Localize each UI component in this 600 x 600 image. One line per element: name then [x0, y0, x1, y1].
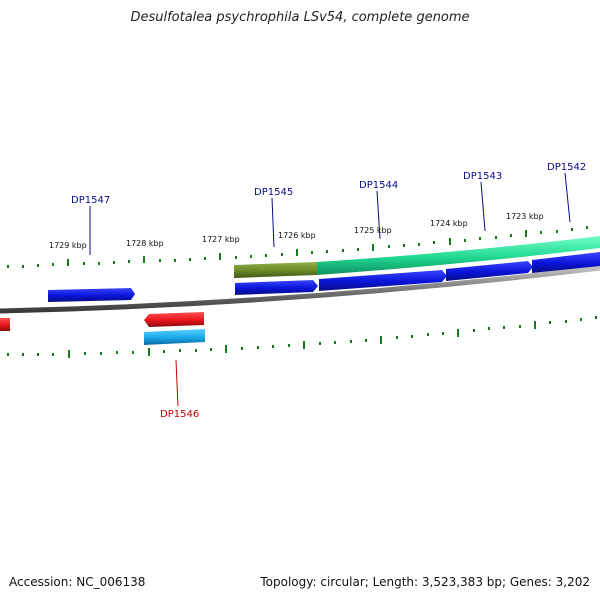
- genome-title: Desulfotalea psychrophila LSv54, complet…: [130, 10, 470, 25]
- scale-label-1727: 1727 kbp: [202, 235, 240, 244]
- gene-label-dp1545: DP1545: [254, 187, 293, 198]
- scale-label-1729: 1729 kbp: [49, 241, 87, 250]
- gene-dp1544[interactable]: [319, 270, 447, 291]
- lower-tick-ruler: [7, 316, 597, 358]
- feature-olive[interactable]: [234, 262, 317, 278]
- scale-label-1723: 1723 kbp: [506, 212, 544, 221]
- gene-reverse-left-edge[interactable]: [0, 318, 10, 331]
- gene-leader-lines: [89, 172, 571, 407]
- gene-dp1543[interactable]: [446, 261, 533, 281]
- gene-label-dp1547: DP1547: [71, 195, 110, 206]
- scale-label-1724: 1724 kbp: [430, 219, 468, 228]
- gene-dp1545[interactable]: [235, 280, 318, 295]
- scale-label-1726: 1726 kbp: [278, 231, 316, 240]
- accession-label: Accession: NC_006138: [9, 575, 146, 589]
- gene-dp1546[interactable]: [144, 312, 204, 327]
- gene-dp1547[interactable]: [48, 288, 135, 302]
- gene-dp1546-rna[interactable]: [144, 329, 205, 345]
- gene-dp1542[interactable]: [532, 252, 600, 273]
- feature-rna-green[interactable]: [317, 236, 600, 275]
- gene-label-dp1544: DP1544: [359, 180, 398, 191]
- genome-backbone: [0, 265, 600, 314]
- scale-label-1725: 1725 kbp: [354, 226, 392, 235]
- scale-label-1728: 1728 kbp: [126, 239, 164, 248]
- gene-label-dp1543: DP1543: [463, 171, 502, 182]
- upper-tick-ruler: [7, 226, 588, 268]
- gene-label-dp1542: DP1542: [547, 162, 586, 173]
- topology-label: Topology: circular; Length: 3,523,383 bp…: [260, 575, 590, 589]
- gene-label-dp1546: DP1546: [160, 409, 199, 420]
